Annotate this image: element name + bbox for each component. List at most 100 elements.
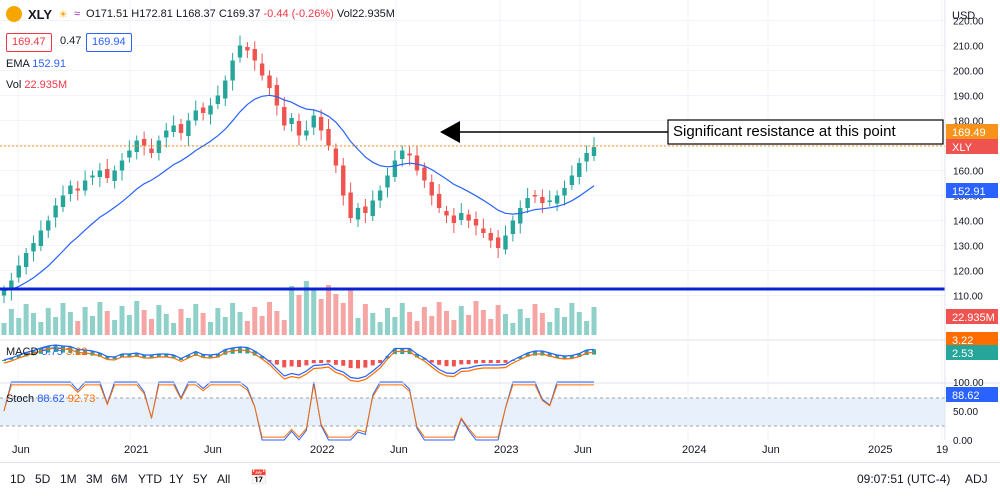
volume-bar [591, 307, 597, 335]
macd-histogram-bar [533, 351, 537, 356]
volume-bar [230, 303, 236, 335]
candle-body [259, 63, 265, 76]
candle-body [112, 170, 117, 181]
stoch-badge: 88.62 [952, 390, 980, 402]
timeframe-ytd[interactable]: YTD [138, 472, 162, 486]
macd-histogram-bar [422, 358, 427, 360]
macd-histogram-bar [348, 360, 353, 368]
macd-histogram-bar [105, 356, 110, 359]
time-axis[interactable]: Jun 2021 Jun 2022 Jun 2023 Jun 2024 Jun 2025 19 [12, 444, 948, 456]
macd-histogram-bar [97, 353, 102, 357]
volume-bar [75, 321, 81, 335]
calendar-range-icon[interactable]: 📅 [250, 469, 268, 485]
candle-body [16, 265, 21, 278]
macd-histogram-bar [215, 354, 220, 358]
macd-legend[interactable]: MACD 5.75 3.22 [6, 346, 88, 358]
main-chart[interactable]: 220.00210.00200.00190.00180.00170.00160.… [0, 0, 1000, 462]
volume-bar [222, 317, 228, 335]
time-axis-label: 2022 [310, 444, 334, 456]
volume-bar [296, 295, 302, 335]
macd-hist-badge-bg [946, 345, 998, 360]
timeframe-5y[interactable]: 5Y [193, 472, 208, 486]
macd-histogram-bar [90, 351, 95, 356]
time-axis-label: 2021 [124, 444, 148, 456]
volume-bar [274, 311, 280, 335]
volume-bar [362, 304, 368, 335]
macd-histogram-bar [304, 360, 309, 366]
timeframe-1d[interactable]: 1D [10, 472, 26, 486]
volume-bar [377, 322, 383, 335]
timeframe-3m[interactable]: 3M [86, 472, 103, 486]
candle-body [141, 139, 147, 146]
candle-body [119, 160, 125, 171]
macd-histogram-bar [496, 360, 501, 363]
candle-body [540, 197, 545, 203]
clock-display[interactable]: 09:07:51 (UTC-4) [857, 472, 951, 486]
volume-bar [112, 320, 118, 335]
macd-histogram-bar [186, 355, 191, 358]
volume-bar [355, 318, 361, 335]
candle-body [591, 147, 597, 156]
volume-bar [178, 309, 184, 335]
volume-bar [237, 312, 243, 335]
macd-histogram-bar [156, 354, 161, 358]
candle-body [466, 214, 471, 221]
candle-body [60, 195, 66, 207]
macd-histogram-bar [127, 354, 132, 358]
bid-price[interactable]: 169.47 [6, 33, 52, 52]
vol-legend[interactable]: Vol 22.935M [6, 79, 68, 91]
candle-body [569, 175, 575, 185]
macd-histogram-bar [2, 360, 6, 361]
timeframe-6m[interactable]: 6M [111, 472, 128, 486]
volume-bars [1, 281, 597, 335]
volume-bar [244, 321, 250, 335]
timeframe-5d[interactable]: 5D [35, 472, 51, 486]
volume-bar [90, 316, 95, 335]
wave-icon[interactable]: ≈ [73, 8, 81, 20]
price-axis-label: 140.00 [953, 217, 984, 228]
price-axis-label: 190.00 [953, 92, 984, 103]
candle-body [215, 95, 221, 104]
ema-legend[interactable]: EMA 152.91 [6, 58, 66, 70]
volume-bar [326, 285, 331, 335]
sun-icon[interactable]: ☀ [58, 8, 68, 21]
price-axis-label: 160.00 [953, 167, 984, 178]
price-axis-label: 200.00 [953, 67, 984, 78]
candle-body [90, 175, 95, 178]
time-axis-label: Jun [204, 444, 222, 456]
candle-body [311, 115, 316, 128]
timeframe-1y[interactable]: 1Y [169, 472, 184, 486]
grid-lines [0, 0, 945, 440]
stoch-badge-bg [946, 387, 998, 402]
ask-price[interactable]: 169.94 [86, 33, 132, 52]
volume-bar [562, 317, 567, 335]
candle-body [363, 206, 368, 213]
macd-histogram-bar [562, 356, 567, 359]
time-axis-label: Jun [12, 444, 30, 456]
volume-bar [525, 318, 531, 335]
candle-body [186, 120, 191, 136]
macd-histogram-bar [569, 355, 574, 359]
timeframe-all[interactable]: All [217, 472, 231, 486]
symbol-name[interactable]: XLY [28, 6, 53, 22]
price-axis[interactable]: 220.00210.00200.00190.00180.00170.00160.… [953, 17, 984, 448]
volume-bar [333, 294, 339, 335]
volume-bar [466, 315, 472, 335]
timeframe-1m[interactable]: 1M [60, 472, 77, 486]
volume-bar [252, 307, 258, 335]
candle-body [245, 47, 250, 51]
currency-label[interactable]: USD [952, 10, 976, 22]
volume-bar [289, 286, 295, 335]
stoch-legend[interactable]: Stoch 88.62 92.73 [6, 393, 96, 405]
macd-histogram-bar [201, 354, 206, 358]
candle-body [252, 49, 257, 61]
macd-histogram-bar [488, 360, 493, 363]
volume-bar [149, 319, 154, 335]
stoch-axis-label: 100.00 [953, 378, 984, 389]
volume-bar [193, 304, 199, 335]
candle-body [237, 45, 243, 58]
candle-body [326, 129, 331, 146]
adj-toggle[interactable]: ADJ [965, 472, 988, 486]
annotation-text: Significant resistance at this point [673, 123, 896, 140]
ema-line [3, 94, 595, 292]
